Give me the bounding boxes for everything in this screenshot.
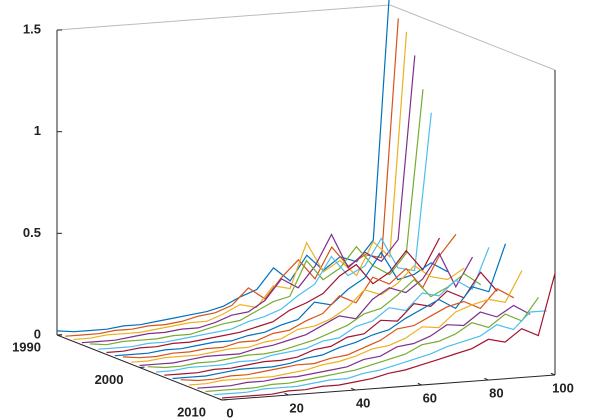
series-line xyxy=(221,273,556,399)
x-tick-label: 100 xyxy=(552,380,574,395)
box-edge xyxy=(56,4,391,31)
z-tick-label: 1.5 xyxy=(23,21,41,36)
x-tick xyxy=(351,387,356,391)
x-tick xyxy=(417,382,422,386)
series-line xyxy=(81,55,416,344)
x-tick xyxy=(284,392,289,396)
series-line xyxy=(131,264,465,363)
series-line xyxy=(205,296,539,393)
z-tick-label: 0.5 xyxy=(23,225,41,240)
series-line xyxy=(65,18,399,337)
x-tick xyxy=(550,372,556,376)
x-tick-label: 80 xyxy=(489,385,503,400)
box-edge xyxy=(389,4,556,71)
series-line xyxy=(73,31,408,341)
series-line xyxy=(114,251,449,357)
x-tick xyxy=(484,377,489,381)
series-line xyxy=(188,270,523,386)
y-tick-label: 2010 xyxy=(177,404,206,419)
series-line xyxy=(213,310,547,396)
series-line xyxy=(122,233,457,359)
y-tick-label: 1990 xyxy=(12,339,41,354)
x-tick-label: 0 xyxy=(226,405,233,420)
z-tick-label: 0 xyxy=(34,326,41,341)
series-line xyxy=(155,247,490,373)
y-tick-label: 2000 xyxy=(95,372,124,387)
series-line xyxy=(197,304,531,389)
series-line xyxy=(98,112,432,350)
series-line xyxy=(106,237,441,354)
x-tick-label: 20 xyxy=(289,400,303,415)
z-tick-label: 1 xyxy=(34,123,41,138)
series-line xyxy=(147,273,482,369)
series-line xyxy=(139,252,474,367)
series-line xyxy=(164,271,498,376)
series-line xyxy=(89,89,424,346)
series-line xyxy=(56,0,390,333)
x-tick xyxy=(217,397,223,401)
x-tick-label: 60 xyxy=(423,390,437,405)
x-axis xyxy=(221,374,556,401)
series-line xyxy=(180,288,515,382)
x-tick-label: 40 xyxy=(356,395,370,410)
series-line xyxy=(172,243,507,380)
